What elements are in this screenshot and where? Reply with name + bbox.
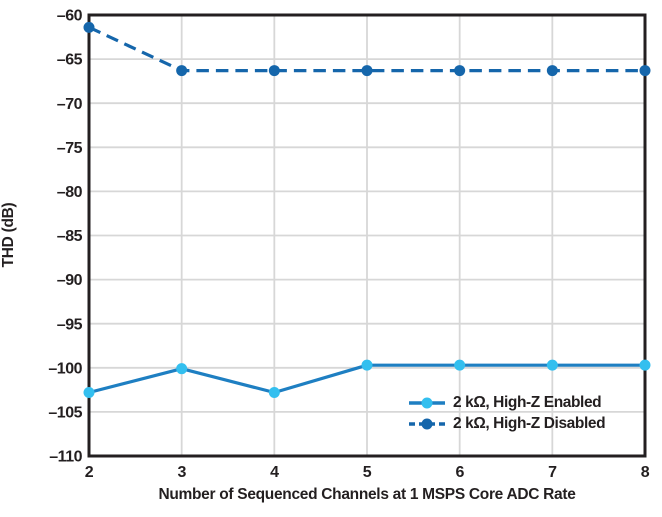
y-tick-label: –65 [57, 52, 83, 69]
series-0-marker [546, 359, 558, 371]
x-tick-label: 3 [177, 464, 186, 481]
series-1-marker [268, 65, 280, 77]
series-1-marker [176, 65, 188, 77]
legend-item-disabled: 2 kΩ, High-Z Disabled [408, 413, 606, 434]
y-tick-label: –85 [57, 228, 83, 245]
y-tick-label: –95 [57, 316, 83, 333]
x-tick-label: 5 [363, 464, 372, 481]
y-tick-label: –75 [57, 140, 83, 157]
x-tick-label: 8 [641, 464, 650, 481]
y-tick-label: –100 [48, 360, 82, 377]
x-tick-label: 7 [548, 464, 557, 481]
series-0-marker [639, 359, 651, 371]
legend-label-disabled: 2 kΩ, High-Z Disabled [453, 414, 606, 432]
y-tick-label: –60 [57, 8, 83, 25]
legend: 2 kΩ, High-Z Enabled 2 kΩ, High-Z Disabl… [408, 392, 606, 434]
series-0-marker [176, 363, 188, 375]
x-axis-title: Number of Sequenced Channels at 1 MSPS C… [158, 486, 576, 503]
series-0-marker [361, 359, 373, 371]
y-tick-label: –70 [57, 96, 83, 113]
legend-sample-enabled-line-icon [409, 397, 445, 408]
y-axis-title: THD (dB) [0, 202, 17, 268]
series-1-marker [83, 21, 95, 33]
series-1-marker [546, 65, 558, 77]
series-1-marker [454, 65, 466, 77]
series-0-marker [268, 386, 280, 398]
legend-sample-disabled-line-icon [409, 418, 445, 429]
y-tick-label: –80 [57, 184, 83, 201]
x-tick-label: 2 [85, 464, 94, 481]
y-tick-label: –90 [57, 272, 83, 289]
series-1-marker [639, 65, 651, 77]
y-tick-label: –110 [49, 449, 82, 466]
series-0-marker [454, 359, 466, 371]
plot-border [87, 13, 647, 458]
y-tick-label: –105 [48, 405, 82, 422]
legend-label-enabled: 2 kΩ, High-Z Enabled [453, 393, 602, 411]
x-tick-label: 6 [455, 464, 464, 481]
series-0-marker [83, 386, 95, 398]
legend-item-enabled: 2 kΩ, High-Z Enabled [408, 392, 605, 413]
series-1-marker [361, 65, 373, 77]
x-tick-label: 4 [270, 464, 279, 481]
